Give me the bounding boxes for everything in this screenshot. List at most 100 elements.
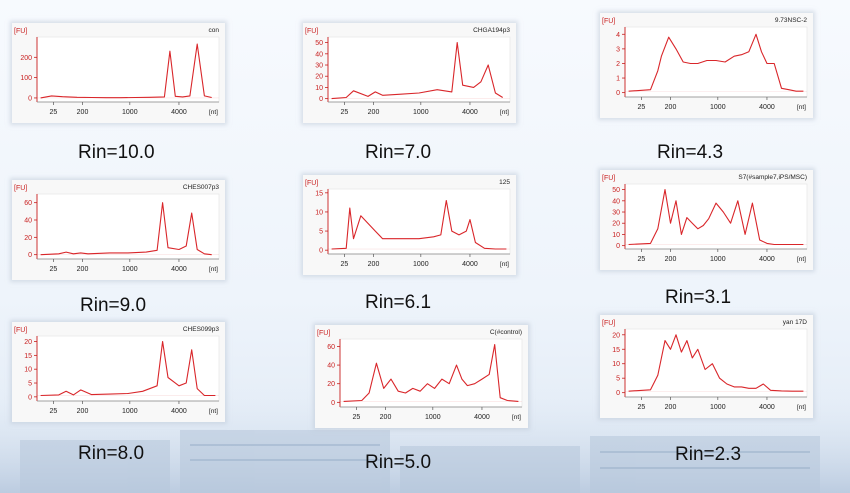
x-tick-label: 4000 — [759, 404, 775, 411]
trace-line — [628, 334, 804, 392]
electropherogram-panel: [FU] CHGA194p3 0 10 20 30 40 50 25 200 1000 4000 [nt… — [303, 23, 516, 123]
y-tick-label: 0 — [28, 394, 32, 401]
y-tick-label: 0 — [28, 252, 32, 259]
y-tick-label: 20 — [24, 235, 32, 242]
x-tick-label: 4000 — [759, 104, 775, 111]
plot-area — [36, 36, 220, 103]
x-tick-label: 25 — [637, 404, 645, 411]
x-tick-label: 25 — [49, 266, 57, 273]
sample-name-label: 125 — [499, 179, 510, 186]
trace-line — [331, 199, 507, 250]
electropherogram-chart: [FU] con 0 100 200 25 200 1000 4000 [nt] — [14, 27, 220, 116]
electropherogram-panel: [FU] C(#control) 0 20 40 60 25 200 1000 4000 [nt] — [315, 325, 528, 428]
y-tick-label: 20 — [24, 339, 32, 346]
plot-area — [624, 183, 808, 250]
y-tick-label: 40 — [315, 51, 323, 58]
plot-area — [624, 328, 808, 398]
x-tick-label: 4000 — [171, 109, 187, 116]
y-tick-label: 10 — [612, 361, 620, 368]
x-tick-label: 25 — [340, 109, 348, 116]
y-unit-label: [FU] — [14, 185, 27, 192]
electropherogram-panel: [FU] 125 0 5 10 15 25 200 1000 4000 [nt] — [303, 175, 516, 275]
y-unit-label: [FU] — [305, 180, 318, 187]
y-tick-label: 0 — [319, 248, 323, 255]
x-tick-label: 25 — [637, 256, 645, 263]
x-tick-label: 4000 — [474, 414, 490, 421]
y-tick-label: 3 — [616, 46, 620, 53]
y-tick-label: 60 — [24, 200, 32, 207]
electropherogram-panel: [FU] CHES099p3 0 5 10 15 20 25 200 1000 4000 [nt] — [12, 322, 225, 422]
x-tick-label: 1000 — [425, 414, 441, 421]
y-tick-label: 30 — [315, 63, 323, 70]
trace-line — [40, 340, 216, 397]
x-tick-label: 4000 — [462, 261, 478, 268]
trace-line — [40, 43, 212, 99]
sample-name-label: CHGA194p3 — [473, 27, 510, 34]
rin-caption: Rin=9.0 — [80, 295, 147, 316]
y-tick-label: 5 — [616, 376, 620, 383]
y-tick-label: 200 — [20, 55, 32, 62]
sample-name-label: 9.73NSC-2 — [775, 17, 808, 24]
x-unit-label: [nt] — [797, 104, 806, 111]
trace-line — [628, 33, 804, 92]
x-tick-label: 1000 — [710, 104, 726, 111]
rin-caption: Rin=10.0 — [78, 142, 155, 163]
x-unit-label: [nt] — [797, 256, 806, 263]
x-tick-label: 200 — [77, 109, 89, 116]
y-tick-label: 40 — [24, 218, 32, 225]
electropherogram-chart: [FU] yan 17D 0 5 10 15 20 25 200 1000 4000 [nt] — [602, 319, 808, 411]
sample-name-label: C(#control) — [490, 329, 522, 336]
x-unit-label: [nt] — [512, 414, 521, 421]
electropherogram-chart: [FU] CHES007p3 0 20 40 60 25 200 1000 4000 [nt] — [14, 184, 220, 273]
x-tick-label: 1000 — [413, 109, 429, 116]
y-tick-label: 100 — [20, 75, 32, 82]
electropherogram-chart: [FU] 9.73NSC-2 0 1 2 3 4 25 200 1000 4000 [nt] — [602, 17, 808, 111]
y-tick-label: 50 — [612, 187, 620, 194]
y-unit-label: [FU] — [602, 18, 615, 25]
sample-name-label: S7(#sample7,iPS/MSC) — [738, 174, 807, 181]
electropherogram-panel: [FU] CHES007p3 0 20 40 60 25 200 1000 4000 [nt] — [12, 180, 225, 280]
y-tick-label: 10 — [315, 209, 323, 216]
sample-name-label: con — [209, 27, 220, 34]
x-unit-label: [nt] — [500, 261, 509, 268]
x-tick-label: 200 — [368, 109, 380, 116]
electropherogram-panel: [FU] 9.73NSC-2 0 1 2 3 4 25 200 1000 4000 [nt] — [600, 13, 813, 118]
rin-caption: Rin=5.0 — [365, 452, 432, 473]
x-unit-label: [nt] — [209, 109, 218, 116]
x-tick-label: 4000 — [171, 266, 187, 273]
x-tick-label: 200 — [665, 104, 677, 111]
y-tick-label: 5 — [28, 381, 32, 388]
electropherogram-chart: [FU] CHES099p3 0 5 10 15 20 25 200 1000 4000 [nt] — [14, 326, 220, 415]
x-tick-label: 1000 — [710, 256, 726, 263]
y-tick-label: 10 — [24, 367, 32, 374]
x-tick-label: 25 — [49, 109, 57, 116]
y-tick-label: 15 — [315, 190, 323, 197]
trace-line — [343, 344, 519, 402]
electropherogram-panel: [FU] S7(#sample7,iPS/MSC) 0 10 20 30 40 50 25 200… — [600, 170, 813, 270]
sample-name-label: CHES099p3 — [183, 326, 220, 333]
y-tick-label: 20 — [327, 381, 335, 388]
y-tick-label: 1 — [616, 76, 620, 83]
electropherogram-chart: [FU] CHGA194p3 0 10 20 30 40 50 25 200 1000 4000 [nt… — [305, 27, 510, 116]
trace-line — [40, 202, 212, 256]
plot-area — [624, 26, 808, 98]
x-tick-label: 4000 — [759, 256, 775, 263]
y-tick-label: 5 — [319, 229, 323, 236]
y-tick-label: 20 — [612, 332, 620, 339]
y-tick-label: 0 — [28, 95, 32, 102]
x-unit-label: [nt] — [500, 109, 509, 116]
sample-name-label: yan 17D — [783, 319, 808, 326]
x-tick-label: 25 — [637, 104, 645, 111]
trace-line — [628, 189, 804, 246]
rin-caption: Rin=8.0 — [78, 443, 145, 464]
trace-line — [331, 42, 503, 100]
y-tick-label: 4 — [616, 32, 620, 39]
y-tick-label: 40 — [327, 363, 335, 370]
plot-area — [339, 338, 523, 408]
x-unit-label: [nt] — [797, 404, 806, 411]
electropherogram-panel: [FU] con 0 100 200 25 200 1000 4000 [nt] — [12, 23, 225, 123]
y-unit-label: [FU] — [14, 327, 27, 334]
rin-caption: Rin=2.3 — [675, 444, 742, 465]
plot-area — [36, 193, 220, 260]
x-tick-label: 200 — [368, 261, 380, 268]
